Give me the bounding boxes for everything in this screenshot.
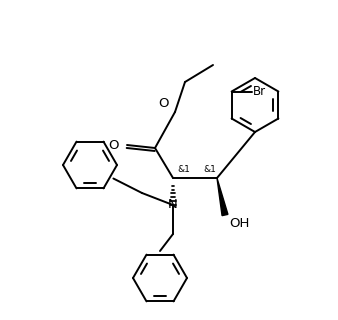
Text: &1: &1 bbox=[203, 165, 216, 174]
Polygon shape bbox=[217, 178, 228, 216]
Text: N: N bbox=[168, 198, 178, 212]
Text: O: O bbox=[159, 97, 169, 110]
Text: Br: Br bbox=[252, 85, 266, 98]
Text: OH: OH bbox=[229, 217, 249, 230]
Text: &1: &1 bbox=[177, 165, 190, 174]
Text: O: O bbox=[108, 139, 119, 151]
